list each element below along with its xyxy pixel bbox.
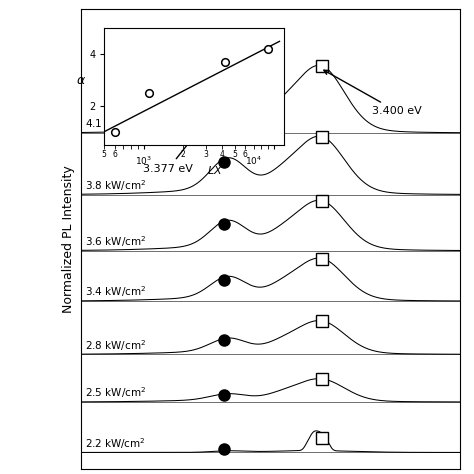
Text: 4.1 kW/cm$^2$: 4.1 kW/cm$^2$ <box>84 116 146 131</box>
Text: 3.6 kW/cm$^2$: 3.6 kW/cm$^2$ <box>84 234 146 249</box>
Text: $10^3$: $10^3$ <box>135 155 152 167</box>
Text: 2.8 kW/cm$^2$: 2.8 kW/cm$^2$ <box>84 338 146 353</box>
Text: $10^4$: $10^4$ <box>245 155 263 167</box>
Y-axis label: $\alpha$: $\alpha$ <box>76 73 86 87</box>
Text: 6: 6 <box>243 150 247 159</box>
Text: 3.400 eV: 3.400 eV <box>324 70 422 116</box>
Text: 6: 6 <box>112 150 117 159</box>
Text: 5: 5 <box>232 150 237 159</box>
Text: 3.4 kW/cm$^2$: 3.4 kW/cm$^2$ <box>84 284 146 300</box>
Text: 4: 4 <box>219 150 225 159</box>
Text: 5: 5 <box>102 150 107 159</box>
Text: 3: 3 <box>203 150 208 159</box>
Text: 2: 2 <box>181 150 185 159</box>
Text: 3.377 eV: 3.377 eV <box>144 96 226 173</box>
Text: 3.8 kW/cm$^2$: 3.8 kW/cm$^2$ <box>84 178 146 193</box>
Text: 2.2 kW/cm$^2$: 2.2 kW/cm$^2$ <box>84 436 145 451</box>
Y-axis label: Normalized PL Intensity: Normalized PL Intensity <box>62 165 75 313</box>
Text: 2.5 kW/cm$^2$: 2.5 kW/cm$^2$ <box>84 385 146 400</box>
Text: $LX$: $LX$ <box>207 164 223 176</box>
